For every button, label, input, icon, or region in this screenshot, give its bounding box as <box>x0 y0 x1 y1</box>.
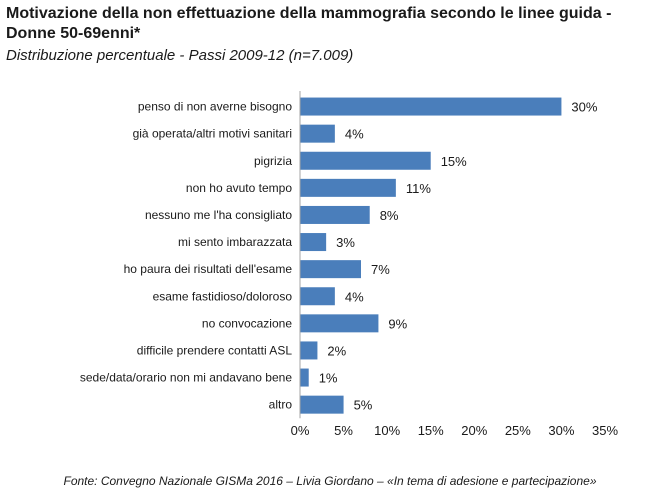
bar <box>300 314 379 333</box>
data-label: 5% <box>354 398 373 413</box>
bar-chart: penso di non averne bisogno 30% già operat… <box>80 91 618 438</box>
category-label: sede/data/orario non mi andavano bene <box>80 371 292 385</box>
bar <box>300 395 344 414</box>
data-label: 30% <box>571 100 597 115</box>
x-tick-label: 10% <box>374 423 400 438</box>
source-note: Fonte: Convegno Nazionale GISMa 2016 – L… <box>63 474 597 488</box>
bar <box>300 178 396 197</box>
x-tick-label: 35% <box>592 423 618 438</box>
bar <box>300 233 327 252</box>
bar <box>300 341 318 360</box>
bar <box>300 124 335 143</box>
category-label: ho paura dei risultati dell'esame <box>124 262 293 276</box>
bar <box>300 205 370 224</box>
bar <box>300 97 562 116</box>
bar <box>300 368 309 387</box>
x-tick-label: 15% <box>418 423 444 438</box>
bar <box>300 287 335 306</box>
x-tick-label: 0% <box>291 423 310 438</box>
chart-title: Motivazione della non effettuazione dell… <box>6 5 612 42</box>
category-label: mi sento imbarazzata <box>178 235 292 249</box>
chart-subtitle: Distribuzione percentuale - Passi 2009-1… <box>6 47 354 64</box>
x-tick-label: 30% <box>548 423 574 438</box>
data-label: 2% <box>327 343 346 358</box>
data-label: 9% <box>388 316 407 331</box>
category-label: difficile prendere contatti ASL <box>137 343 293 357</box>
data-label: 4% <box>345 289 364 304</box>
category-label: no convocazione <box>202 316 292 330</box>
data-label: 7% <box>371 262 390 277</box>
data-label: 11% <box>406 181 431 196</box>
category-label: già operata/altri motivi sanitari <box>133 127 292 141</box>
data-label: 1% <box>319 371 338 386</box>
category-label: altro <box>269 398 293 412</box>
category-label: esame fastidioso/doloroso <box>153 289 293 303</box>
category-label: penso di non averne bisogno <box>138 100 292 114</box>
data-label: 15% <box>441 154 467 169</box>
x-tick-label: 20% <box>461 423 487 438</box>
bar <box>300 260 361 279</box>
x-tick-label: 25% <box>505 423 531 438</box>
category-label: pigrizia <box>254 154 292 168</box>
data-label: 3% <box>336 235 355 250</box>
bar <box>300 151 431 170</box>
data-label: 8% <box>380 208 399 223</box>
category-label: non ho avuto tempo <box>186 181 292 195</box>
x-tick-label: 5% <box>334 423 353 438</box>
category-label: nessuno me l'ha consigliato <box>145 208 292 222</box>
data-label: 4% <box>345 127 364 142</box>
